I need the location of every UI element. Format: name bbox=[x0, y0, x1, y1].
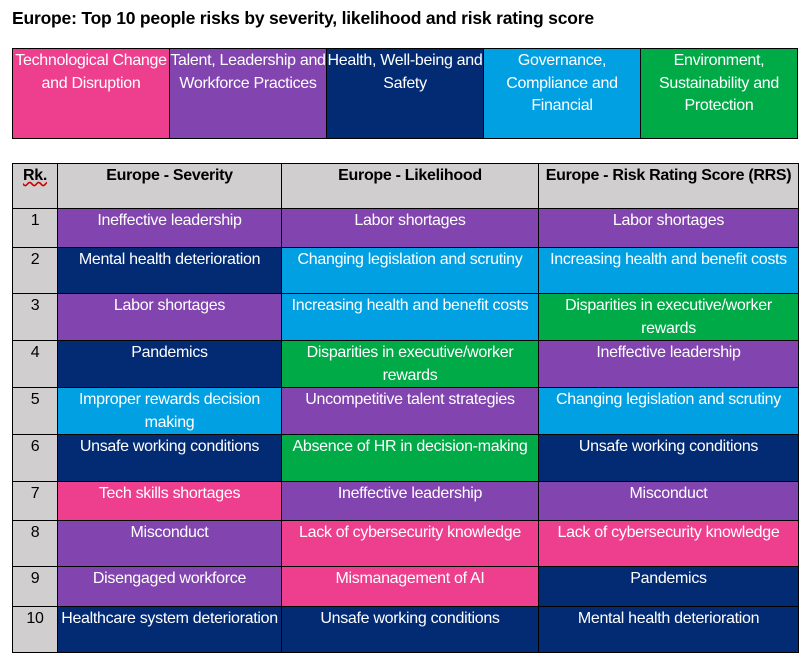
severity-cell: Disengaged workforce bbox=[57, 566, 282, 607]
legend-health: Health, Well-being and Safety bbox=[327, 49, 484, 138]
rrs-cell: Changing legislation and scrutiny bbox=[538, 387, 799, 435]
table-row: 1 Ineffective leadership Labor shortages La… bbox=[12, 208, 799, 248]
table-row: 7 Tech skills shortages Ineffective leader… bbox=[12, 481, 799, 521]
likelihood-cell: Changing legislation and scrutiny bbox=[281, 247, 539, 294]
likelihood-cell: Mismanagement of AI bbox=[281, 566, 539, 607]
severity-cell: Improper rewards decision making bbox=[57, 387, 282, 435]
likelihood-cell: Lack of cybersecurity knowledge bbox=[281, 520, 539, 567]
page-title: Europe: Top 10 people risks by severity,… bbox=[12, 8, 594, 28]
likelihood-cell: Disparities in executive/worker rewards bbox=[281, 340, 539, 388]
likelihood-cell: Absence of HR in decision-making bbox=[281, 434, 539, 482]
severity-cell: Unsafe working conditions bbox=[57, 434, 282, 482]
severity-cell: Misconduct bbox=[57, 520, 282, 567]
legend-env: Environment, Sustainability and Protecti… bbox=[641, 49, 797, 138]
legend-talent: Talent, Leadership and Workforce Practic… bbox=[170, 49, 327, 138]
table-row: 10 Healthcare system deterioration Unsafe … bbox=[12, 606, 799, 653]
rrs-cell: Increasing health and benefit costs bbox=[538, 247, 799, 294]
table-row: 9 Disengaged workforce Mismanagement of AI… bbox=[12, 566, 799, 607]
header-rrs: Europe - Risk Rating Score (RRS) bbox=[538, 163, 799, 209]
likelihood-cell: Uncompetitive talent strategies bbox=[281, 387, 539, 435]
severity-cell: Labor shortages bbox=[57, 293, 282, 341]
rank-cell: 5 bbox=[12, 387, 58, 435]
legend-tech: Technological Change and Disruption bbox=[13, 49, 170, 138]
table-row: 8 Misconduct Lack of cybersecurity knowled… bbox=[12, 520, 799, 567]
rrs-cell: Lack of cybersecurity knowledge bbox=[538, 520, 799, 567]
table-row: 3 Labor shortages Increasing health and be… bbox=[12, 293, 799, 341]
table-row: 5 Improper rewards decision making Uncompe… bbox=[12, 387, 799, 435]
severity-cell: Healthcare system deterioration bbox=[57, 606, 282, 653]
rank-cell: 1 bbox=[12, 208, 58, 248]
severity-cell: Pandemics bbox=[57, 340, 282, 388]
rank-cell: 3 bbox=[12, 293, 58, 341]
rank-cell: 7 bbox=[12, 481, 58, 521]
likelihood-cell: Ineffective leadership bbox=[281, 481, 539, 521]
likelihood-cell: Labor shortages bbox=[281, 208, 539, 248]
severity-cell: Ineffective leadership bbox=[57, 208, 282, 248]
table-row: 4 Pandemics Disparities in executive/worke… bbox=[12, 340, 799, 388]
table-row: 6 Unsafe working conditions Absence of HR … bbox=[12, 434, 799, 482]
category-legend: Technological Change and Disruption Talen… bbox=[12, 48, 798, 139]
likelihood-cell: Increasing health and benefit costs bbox=[281, 293, 539, 341]
header-rank: Rk. bbox=[12, 163, 58, 209]
header-severity: Europe - Severity bbox=[57, 163, 282, 209]
rank-cell: 10 bbox=[12, 606, 58, 653]
rrs-cell: Pandemics bbox=[538, 566, 799, 607]
rank-cell: 9 bbox=[12, 566, 58, 607]
rrs-cell: Misconduct bbox=[538, 481, 799, 521]
rank-cell: 8 bbox=[12, 520, 58, 567]
table-row: 2 Mental health deterioration Changing leg… bbox=[12, 247, 799, 294]
rrs-cell: Ineffective leadership bbox=[538, 340, 799, 388]
header-rank-label: Rk. bbox=[23, 167, 47, 184]
rrs-cell: Disparities in executive/worker rewards bbox=[538, 293, 799, 341]
likelihood-cell: Unsafe working conditions bbox=[281, 606, 539, 653]
rank-cell: 6 bbox=[12, 434, 58, 482]
rrs-cell: Mental health deterioration bbox=[538, 606, 799, 653]
header-likelihood: Europe - Likelihood bbox=[281, 163, 539, 209]
legend-gov: Governance, Compliance and Financial bbox=[484, 49, 641, 138]
rank-cell: 4 bbox=[12, 340, 58, 388]
severity-cell: Tech skills shortages bbox=[57, 481, 282, 521]
rrs-cell: Unsafe working conditions bbox=[538, 434, 799, 482]
severity-cell: Mental health deterioration bbox=[57, 247, 282, 294]
table-header-row: Rk. Europe - Severity Europe - Likelihoo… bbox=[12, 163, 799, 209]
rank-cell: 2 bbox=[12, 247, 58, 294]
rrs-cell: Labor shortages bbox=[538, 208, 799, 248]
risk-table: Rk. Europe - Severity Europe - Likelihoo… bbox=[12, 163, 799, 653]
